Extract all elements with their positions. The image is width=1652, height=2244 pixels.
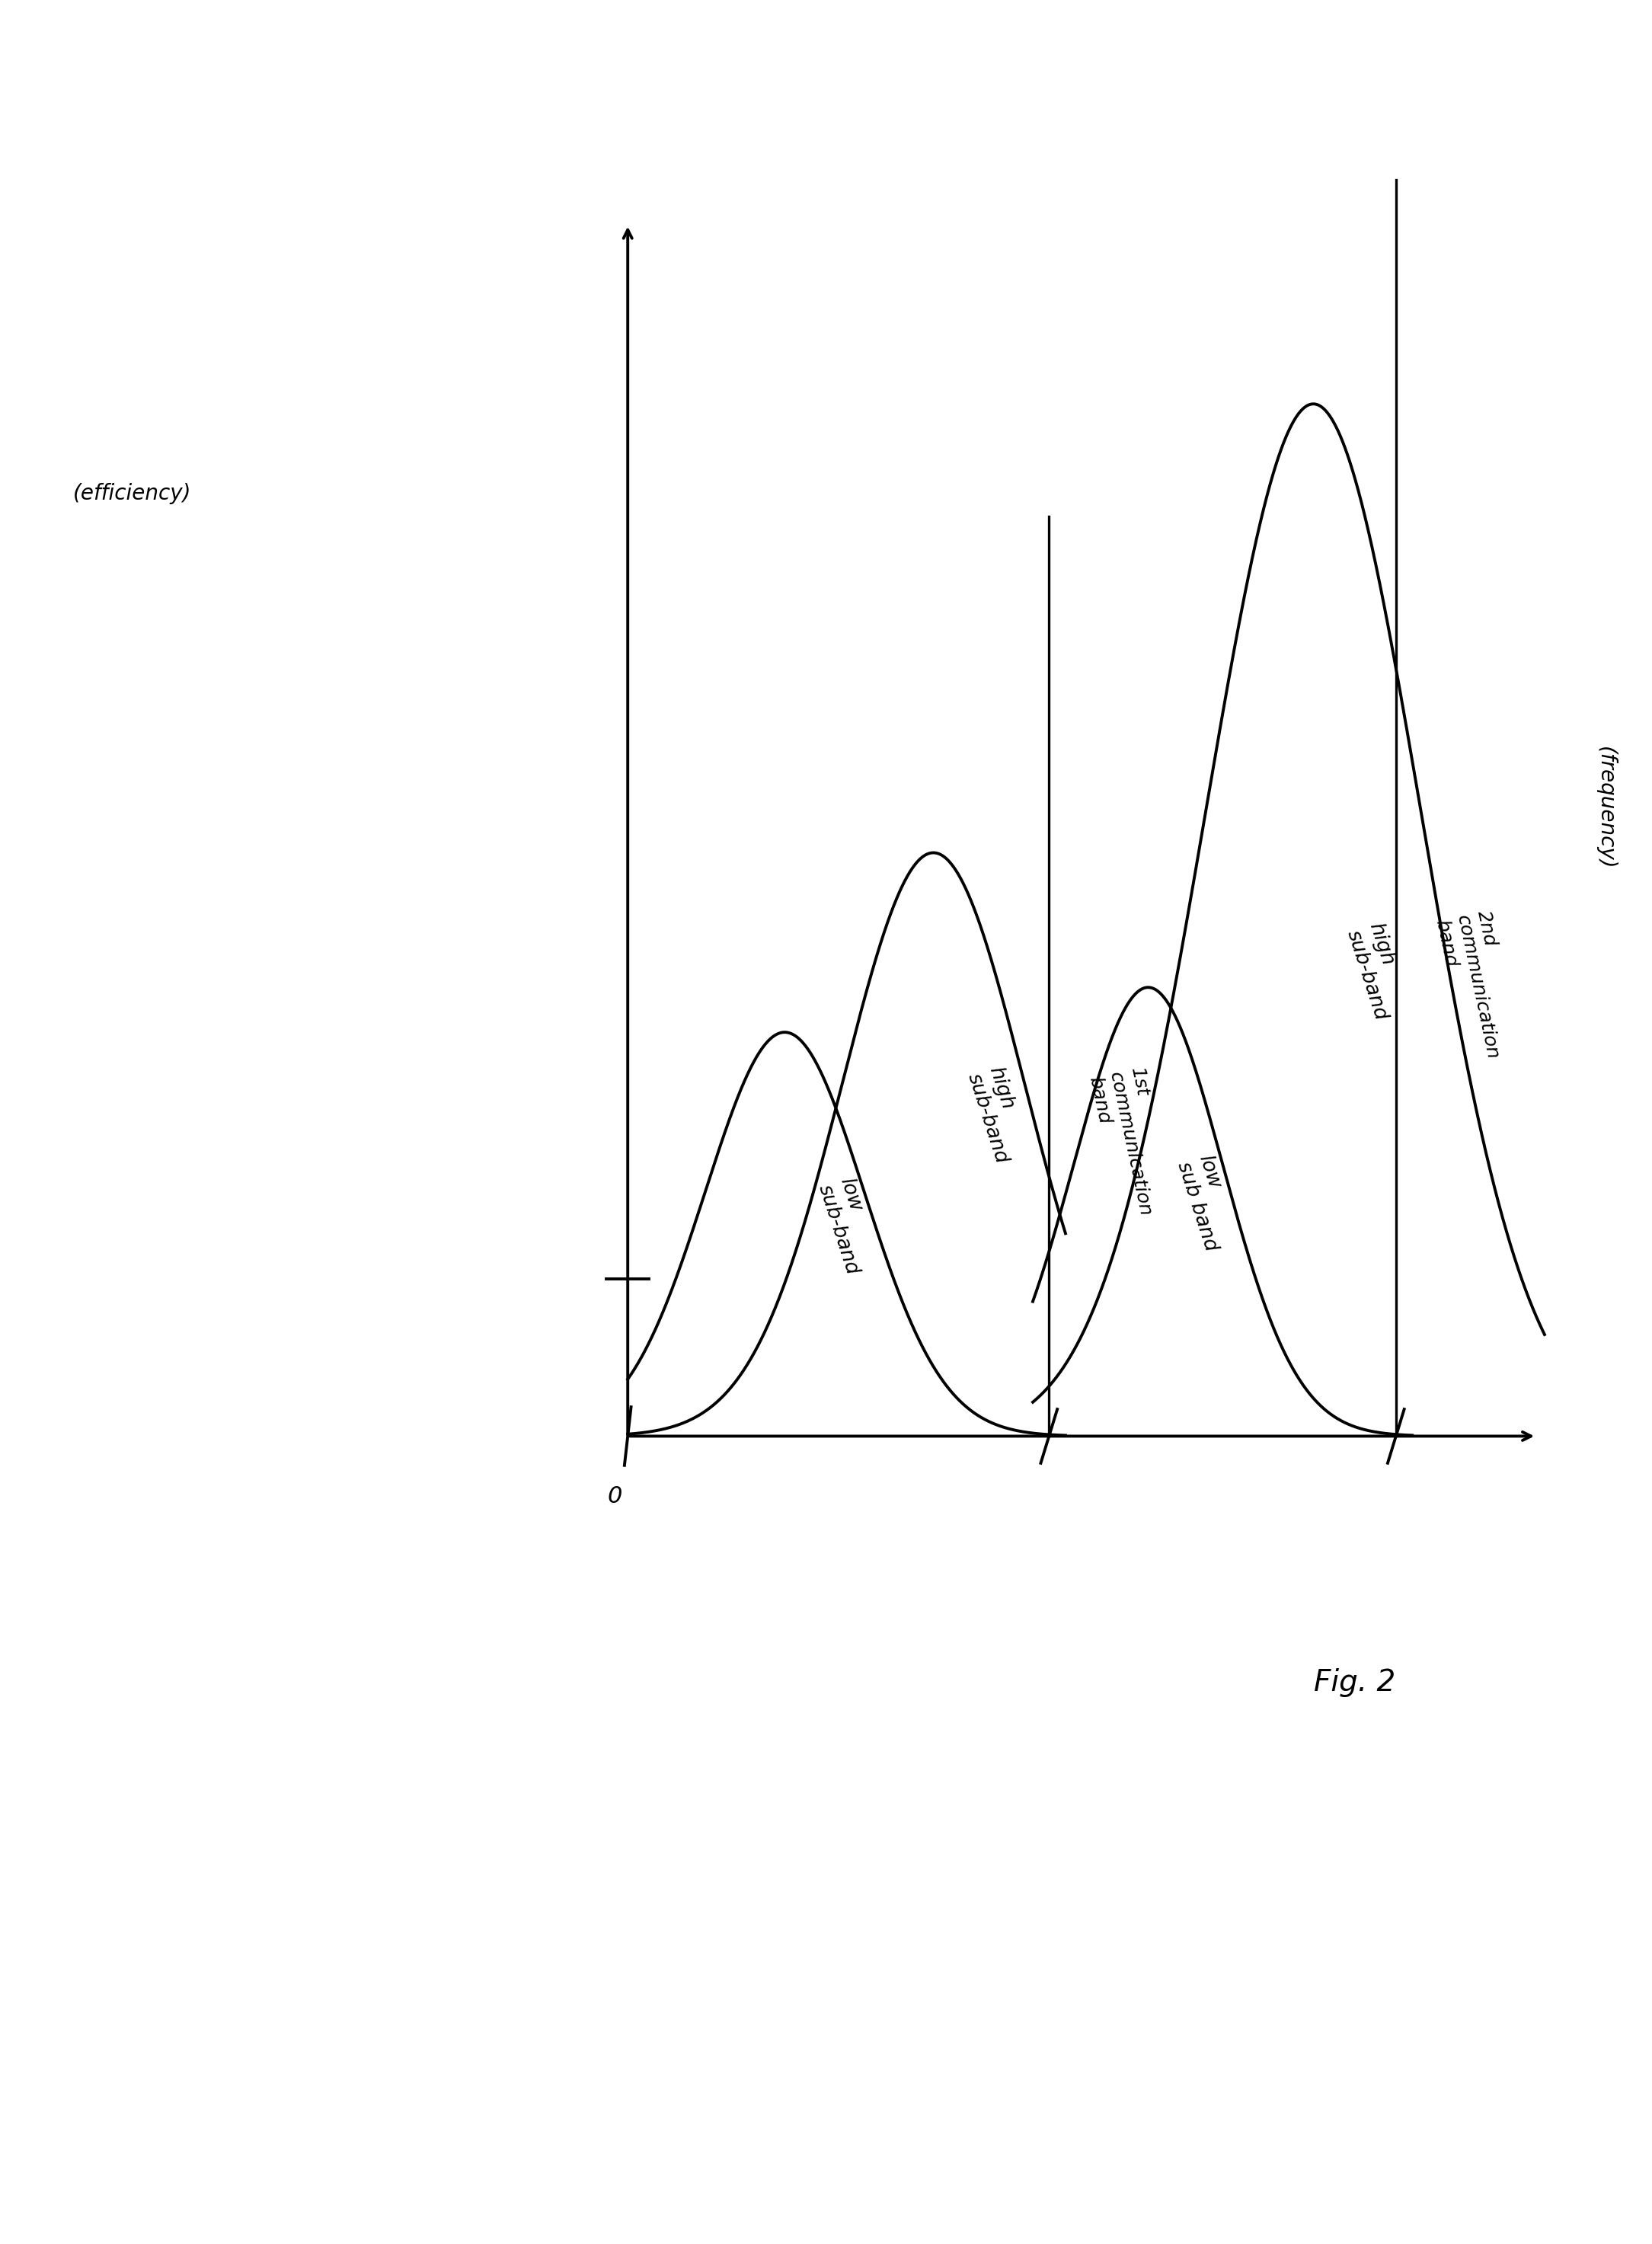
Text: high
sub-band: high sub-band — [1343, 920, 1412, 1023]
Text: low
sub band: low sub band — [1173, 1151, 1242, 1254]
Text: 2nd
communication
band: 2nd communication band — [1432, 909, 1521, 1066]
Text: Fig. 2: Fig. 2 — [1313, 1670, 1396, 1696]
Text: low
sub-band: low sub-band — [814, 1176, 884, 1277]
Text: (frequency): (frequency) — [1596, 747, 1616, 868]
Text: 1st
communication
band: 1st communication band — [1085, 1066, 1175, 1223]
Text: high
sub-band: high sub-band — [963, 1064, 1032, 1167]
Text: (efficiency): (efficiency) — [73, 482, 192, 505]
Text: 0: 0 — [608, 1486, 621, 1508]
